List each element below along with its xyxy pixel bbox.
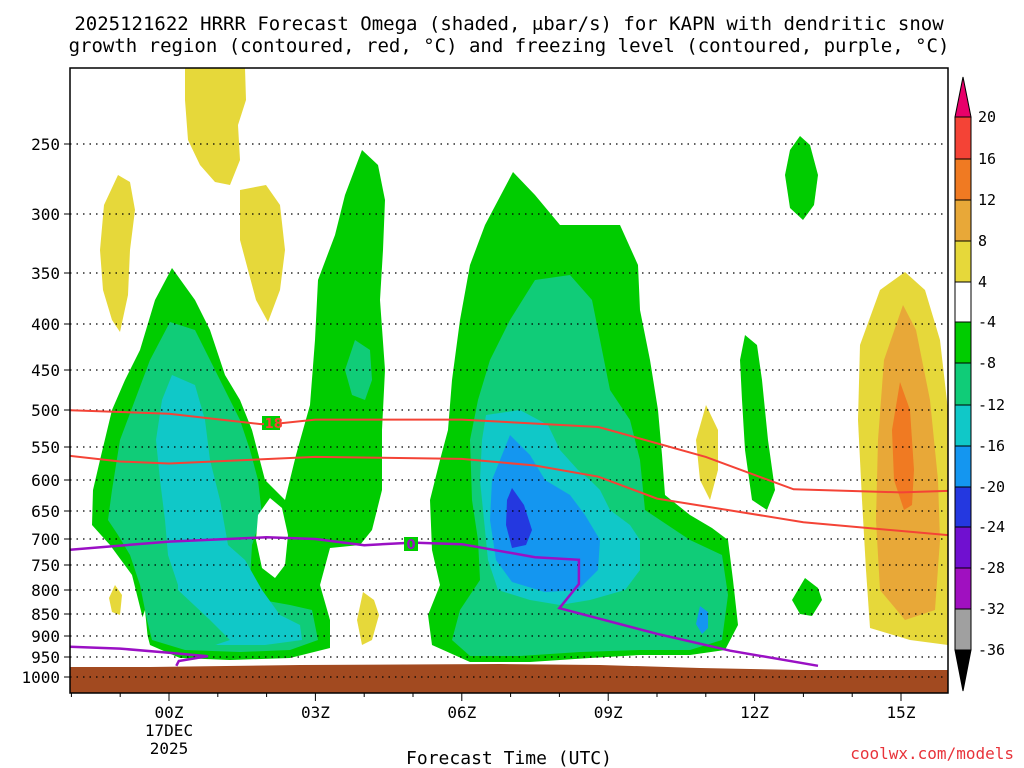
plot-border bbox=[69, 67, 949, 694]
omega-region-pos4-a bbox=[185, 68, 246, 185]
y-tick-label: 450 bbox=[31, 361, 60, 380]
omega-region-pos4-e bbox=[109, 585, 122, 615]
plot-area bbox=[70, 68, 948, 693]
y-tick-label: 800 bbox=[31, 581, 60, 600]
colorbar-swatch bbox=[954, 321, 972, 364]
colorbar-label: -32 bbox=[978, 600, 1005, 618]
omega-region-neg4-d bbox=[785, 136, 818, 220]
y-tick-label: 250 bbox=[31, 135, 60, 154]
y-tick-label: 550 bbox=[31, 438, 60, 457]
colorbar-label: -28 bbox=[978, 559, 1005, 577]
omega-negative-regions bbox=[92, 136, 822, 662]
omega-region-pos4-b bbox=[100, 175, 135, 332]
terrain-surface bbox=[70, 664, 948, 693]
x-date-label: 17DEC bbox=[145, 721, 193, 740]
colorbar-label: -36 bbox=[978, 641, 1005, 659]
omega-region-pos12 bbox=[892, 382, 914, 510]
colorbar-label: 20 bbox=[978, 108, 996, 126]
colorbar: 20 16 12 8 4 -4 -8 -12 -16 -20 -24 -28 -32 -36 bbox=[954, 76, 1005, 692]
y-tick-label: 600 bbox=[31, 471, 60, 490]
omega-region-neg16-small bbox=[696, 606, 708, 634]
x-tick-label: 09Z bbox=[594, 703, 623, 722]
colorbar-label: 12 bbox=[978, 191, 996, 209]
omega-region-neg4-e bbox=[792, 578, 822, 616]
y-tick-label: 650 bbox=[31, 502, 60, 521]
omega-positive-regions bbox=[100, 68, 948, 645]
omega-region-neg20 bbox=[506, 488, 532, 548]
colorbar-bottom-triangle bbox=[954, 649, 972, 692]
colorbar-label: -8 bbox=[978, 354, 996, 372]
colorbar-swatch bbox=[954, 445, 972, 488]
omega-region-white-gap-left bbox=[135, 610, 150, 660]
y-tick-label: 750 bbox=[31, 556, 60, 575]
dgz-contour-bottom bbox=[70, 454, 948, 537]
colorbar-top-triangle bbox=[954, 76, 972, 118]
y-tick-label: 850 bbox=[31, 605, 60, 624]
freezing-label-bg bbox=[404, 537, 418, 551]
x-tick-label: 00Z bbox=[155, 703, 184, 722]
contour-lines: -18 0 bbox=[70, 409, 948, 668]
colorbar-label: -16 bbox=[978, 437, 1005, 455]
dgz-contour-label: -18 bbox=[259, 417, 283, 432]
omega-region-pos4-f bbox=[357, 592, 379, 645]
colorbar-swatch bbox=[954, 158, 972, 201]
omega-region-neg8-left-lower bbox=[165, 590, 230, 650]
colorbar-label: -12 bbox=[978, 396, 1005, 414]
credit-text: coolwx.com/models bbox=[850, 744, 1014, 763]
dgz-label-bg bbox=[262, 416, 280, 430]
y-tick-label: 300 bbox=[31, 205, 60, 224]
omega-region-neg8-small bbox=[345, 340, 372, 400]
freezing-contour-label: 0 bbox=[406, 538, 415, 553]
x-tick-label: 06Z bbox=[447, 703, 476, 722]
x-tick-label: 15Z bbox=[887, 703, 916, 722]
omega-region-neg12-left bbox=[156, 375, 302, 645]
colorbar-label: -20 bbox=[978, 478, 1005, 496]
omega-region-pos4-d bbox=[696, 405, 718, 500]
colorbar-label: 4 bbox=[978, 273, 987, 291]
x-axis: 00Z 03Z 06Z 09Z 12Z 15Z bbox=[70, 693, 916, 722]
colorbar-swatch bbox=[954, 240, 972, 283]
freezing-level-contour-lower bbox=[70, 645, 209, 667]
chart-title-line-1: 2025121622 HRRR Forecast Omega (shaded, … bbox=[74, 13, 944, 35]
colorbar-label: -4 bbox=[978, 313, 996, 331]
colorbar-swatch bbox=[954, 404, 972, 447]
colorbar-swatch bbox=[954, 116, 972, 160]
x-tick-label: 12Z bbox=[740, 703, 769, 722]
colorbar-label: -24 bbox=[978, 518, 1005, 536]
y-tick-label: 700 bbox=[31, 530, 60, 549]
colorbar-swatch bbox=[954, 567, 972, 610]
colorbar-label: 16 bbox=[978, 150, 996, 168]
freezing-level-contour bbox=[70, 536, 819, 668]
x-tick-label: 03Z bbox=[301, 703, 330, 722]
dgz-contour-top bbox=[70, 409, 948, 494]
y-tick-label: 350 bbox=[31, 264, 60, 283]
colorbar-swatch bbox=[954, 526, 972, 569]
y-tick-label: 1000 bbox=[21, 668, 60, 687]
chart-title-line-2: growth region (contoured, red, °C) and f… bbox=[69, 35, 950, 57]
y-tick-label: 950 bbox=[31, 648, 60, 667]
omega-region-neg4-c bbox=[740, 335, 775, 510]
x-axis-title: Forecast Time (UTC) bbox=[406, 748, 612, 768]
y-tick-label: 500 bbox=[31, 401, 60, 420]
colorbar-label: 8 bbox=[978, 232, 987, 250]
x-year-label: 2025 bbox=[150, 739, 189, 758]
colorbar-swatch bbox=[954, 486, 972, 528]
y-axis: 250 300 350 400 450 500 550 600 650 700 750 800 850 9… bbox=[21, 135, 70, 687]
colorbar-swatch bbox=[954, 281, 972, 323]
colorbar-swatch bbox=[954, 608, 972, 651]
omega-region-neg16-mid bbox=[490, 435, 600, 592]
y-tick-label: 900 bbox=[31, 627, 60, 646]
omega-region-pos4-c bbox=[240, 185, 285, 322]
colorbar-swatch bbox=[954, 199, 972, 242]
y-tick-label: 400 bbox=[31, 315, 60, 334]
colorbar-swatch bbox=[954, 362, 972, 406]
